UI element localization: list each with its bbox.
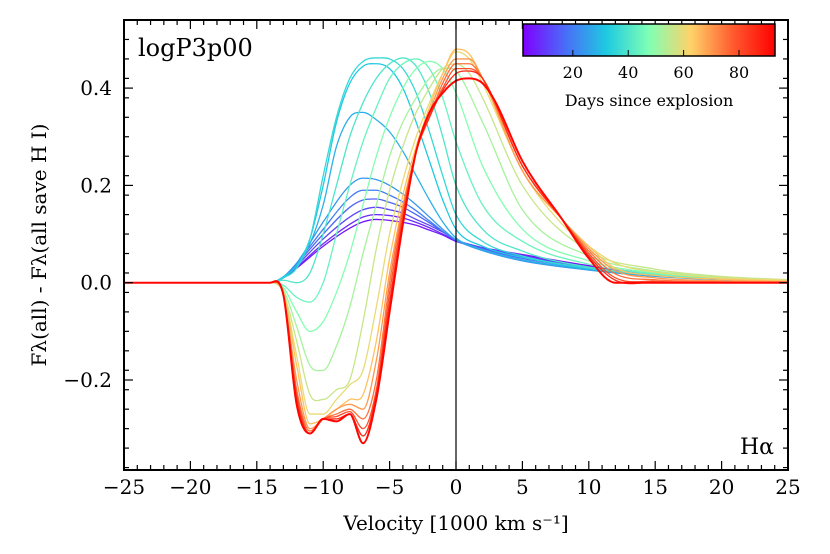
- series-line: [124, 67, 788, 372]
- colorbar-bar: [522, 23, 776, 57]
- colorbar-tick-label: 80: [729, 63, 749, 82]
- series-line: [124, 77, 788, 445]
- y-tick-label: 0.0: [80, 271, 112, 295]
- series-line: [124, 57, 788, 284]
- line-label: Hα: [740, 435, 774, 460]
- y-axis-label: Fλ(all) - Fλ(all save H I): [27, 124, 51, 367]
- model-label: logP3p00: [138, 34, 253, 62]
- x-tick-label: 0: [450, 475, 463, 499]
- x-tick-label: −5: [375, 475, 404, 499]
- colorbar-tick-label: 60: [673, 63, 693, 82]
- y-tick-label: −0.2: [63, 368, 112, 392]
- y-tick-label: 0.2: [80, 173, 112, 197]
- x-tick-label: 5: [516, 475, 529, 499]
- series-line: [124, 58, 788, 303]
- series-line: [124, 60, 788, 333]
- colorbar-tick-label: 40: [618, 63, 638, 82]
- ticks-group: −25 −20 −15 −10 −5 0 5 10 15 20 25 −0.2 0.0 0.2 0.4: [63, 19, 801, 499]
- x-tick-label: −20: [169, 475, 211, 499]
- x-axis-label: Velocity [1000 km s⁻¹]: [342, 511, 568, 535]
- x-tick-label: −25: [103, 475, 145, 499]
- x-tick-label: 25: [775, 475, 800, 499]
- colorbar: 20 40 60 80 Days since explosion: [522, 23, 776, 110]
- x-tick-label: 10: [576, 475, 601, 499]
- y-tick-label: 0.4: [80, 76, 112, 100]
- colorbar-tick-label: 20: [563, 63, 583, 82]
- x-tick-label: 20: [709, 475, 734, 499]
- colorbar-ticks: 20 40 60 80: [563, 50, 749, 82]
- series-line: [124, 57, 788, 284]
- series-line: [124, 48, 788, 425]
- series-line: [124, 63, 788, 402]
- colorbar-label: Days since explosion: [565, 91, 734, 110]
- x-tick-label: −10: [302, 475, 344, 499]
- x-tick-label: −15: [236, 475, 278, 499]
- x-tick-label: 15: [642, 475, 667, 499]
- series-group: [124, 48, 788, 445]
- plot-frame: [123, 19, 789, 471]
